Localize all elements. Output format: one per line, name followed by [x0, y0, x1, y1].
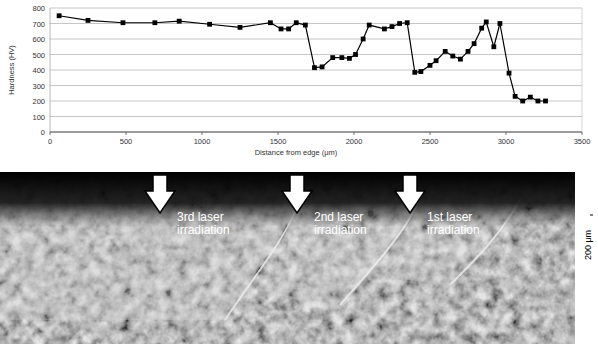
marker [238, 25, 243, 30]
marker [528, 95, 533, 100]
marker [507, 71, 512, 76]
micrograph-base [0, 172, 575, 344]
marker [294, 20, 299, 25]
marker [367, 23, 372, 28]
plot-frame [582, 8, 583, 132]
y-axis-label: Hardness (HV) [7, 45, 16, 95]
marker [57, 13, 62, 18]
marker [312, 65, 317, 70]
figure: 0 100 200 300 400 500 600 700 800 0 500 1000 1500 200… [0, 0, 598, 344]
marker [543, 99, 548, 104]
scale-tick [590, 215, 593, 216]
x-tick-label: 1500 [270, 137, 287, 146]
marker [382, 27, 387, 32]
x-axis [50, 132, 582, 133]
x-tick-label: 500 [120, 137, 133, 146]
x-tick-label: 3500 [574, 137, 591, 146]
marker [513, 94, 518, 99]
x-tick-label: 1000 [194, 137, 211, 146]
x-tick [126, 132, 127, 135]
grid-line [50, 85, 582, 86]
x-tick [430, 132, 431, 135]
marker [520, 99, 525, 104]
grid-line [50, 116, 582, 117]
marker [361, 37, 366, 42]
marker [339, 55, 344, 60]
grid-line [50, 101, 582, 102]
annotation-box: 3rd laser irradiation [177, 211, 277, 251]
annotation: 3rd laser irradiation [177, 211, 267, 237]
scale-bar-label: 200 μm [583, 230, 593, 260]
marker [121, 20, 126, 25]
x-axis-label: Distance from edge (μm) [255, 148, 338, 157]
marker [466, 49, 471, 54]
grid-line [50, 8, 582, 9]
marker [347, 56, 352, 61]
marker [177, 19, 182, 24]
annotation: 2nd laser irradiation [314, 211, 404, 237]
y-tick-label: 400 [32, 66, 45, 75]
plot-area [57, 13, 548, 103]
micrograph-texture [0, 172, 575, 344]
marker [390, 24, 395, 29]
marker [484, 20, 489, 25]
y-tick-label: 700 [32, 20, 45, 29]
y-tick-label: 200 [32, 97, 45, 106]
y-tick-label: 0 [41, 128, 45, 137]
y-tick-label: 500 [32, 51, 45, 60]
annotation-box: 2nd laser irradiation [314, 211, 414, 251]
surface-band [0, 172, 575, 344]
y-tick-label: 800 [32, 4, 45, 13]
x-tick [278, 132, 279, 135]
x-tick [202, 132, 203, 135]
marker [418, 69, 423, 74]
grid-line [50, 54, 582, 55]
x-tick-label: 0 [48, 137, 52, 146]
x-tick-label: 3000 [498, 137, 515, 146]
marker [458, 57, 463, 62]
y-tick-label: 600 [32, 35, 45, 44]
marker [434, 58, 439, 63]
arrow [395, 175, 425, 213]
y-axis [50, 8, 51, 132]
y-tick-label: 300 [32, 82, 45, 91]
marker [479, 26, 484, 31]
x-tick-label: 2500 [422, 137, 439, 146]
marker [536, 99, 541, 104]
marker [207, 22, 212, 27]
x-tick [582, 132, 583, 135]
micrograph [0, 172, 575, 344]
marker [303, 23, 308, 28]
x-tick [354, 132, 355, 135]
marker [412, 70, 417, 75]
marker [405, 20, 410, 25]
x-tick [506, 132, 507, 135]
marker [268, 20, 273, 25]
marker [472, 41, 477, 46]
marker [152, 20, 157, 25]
hardness-line [59, 16, 545, 101]
marker [320, 65, 325, 70]
marker [397, 21, 402, 26]
marker [279, 27, 284, 32]
marker [498, 21, 503, 26]
marker [450, 54, 455, 59]
grid-line [50, 132, 582, 133]
y-tick-label: 100 [32, 113, 45, 122]
marker [443, 49, 448, 54]
marker [353, 52, 358, 57]
marker [286, 27, 291, 32]
arrow [282, 175, 312, 213]
marker [86, 18, 91, 23]
arrow [145, 175, 175, 213]
marker [428, 63, 433, 68]
x-tick-label: 2000 [346, 137, 363, 146]
x-tick [50, 132, 51, 135]
annotation: 1st laser irradiation [427, 211, 517, 237]
marker [330, 55, 335, 60]
annotation-box: 1st laser irradiation [427, 211, 527, 251]
marker [491, 44, 496, 49]
